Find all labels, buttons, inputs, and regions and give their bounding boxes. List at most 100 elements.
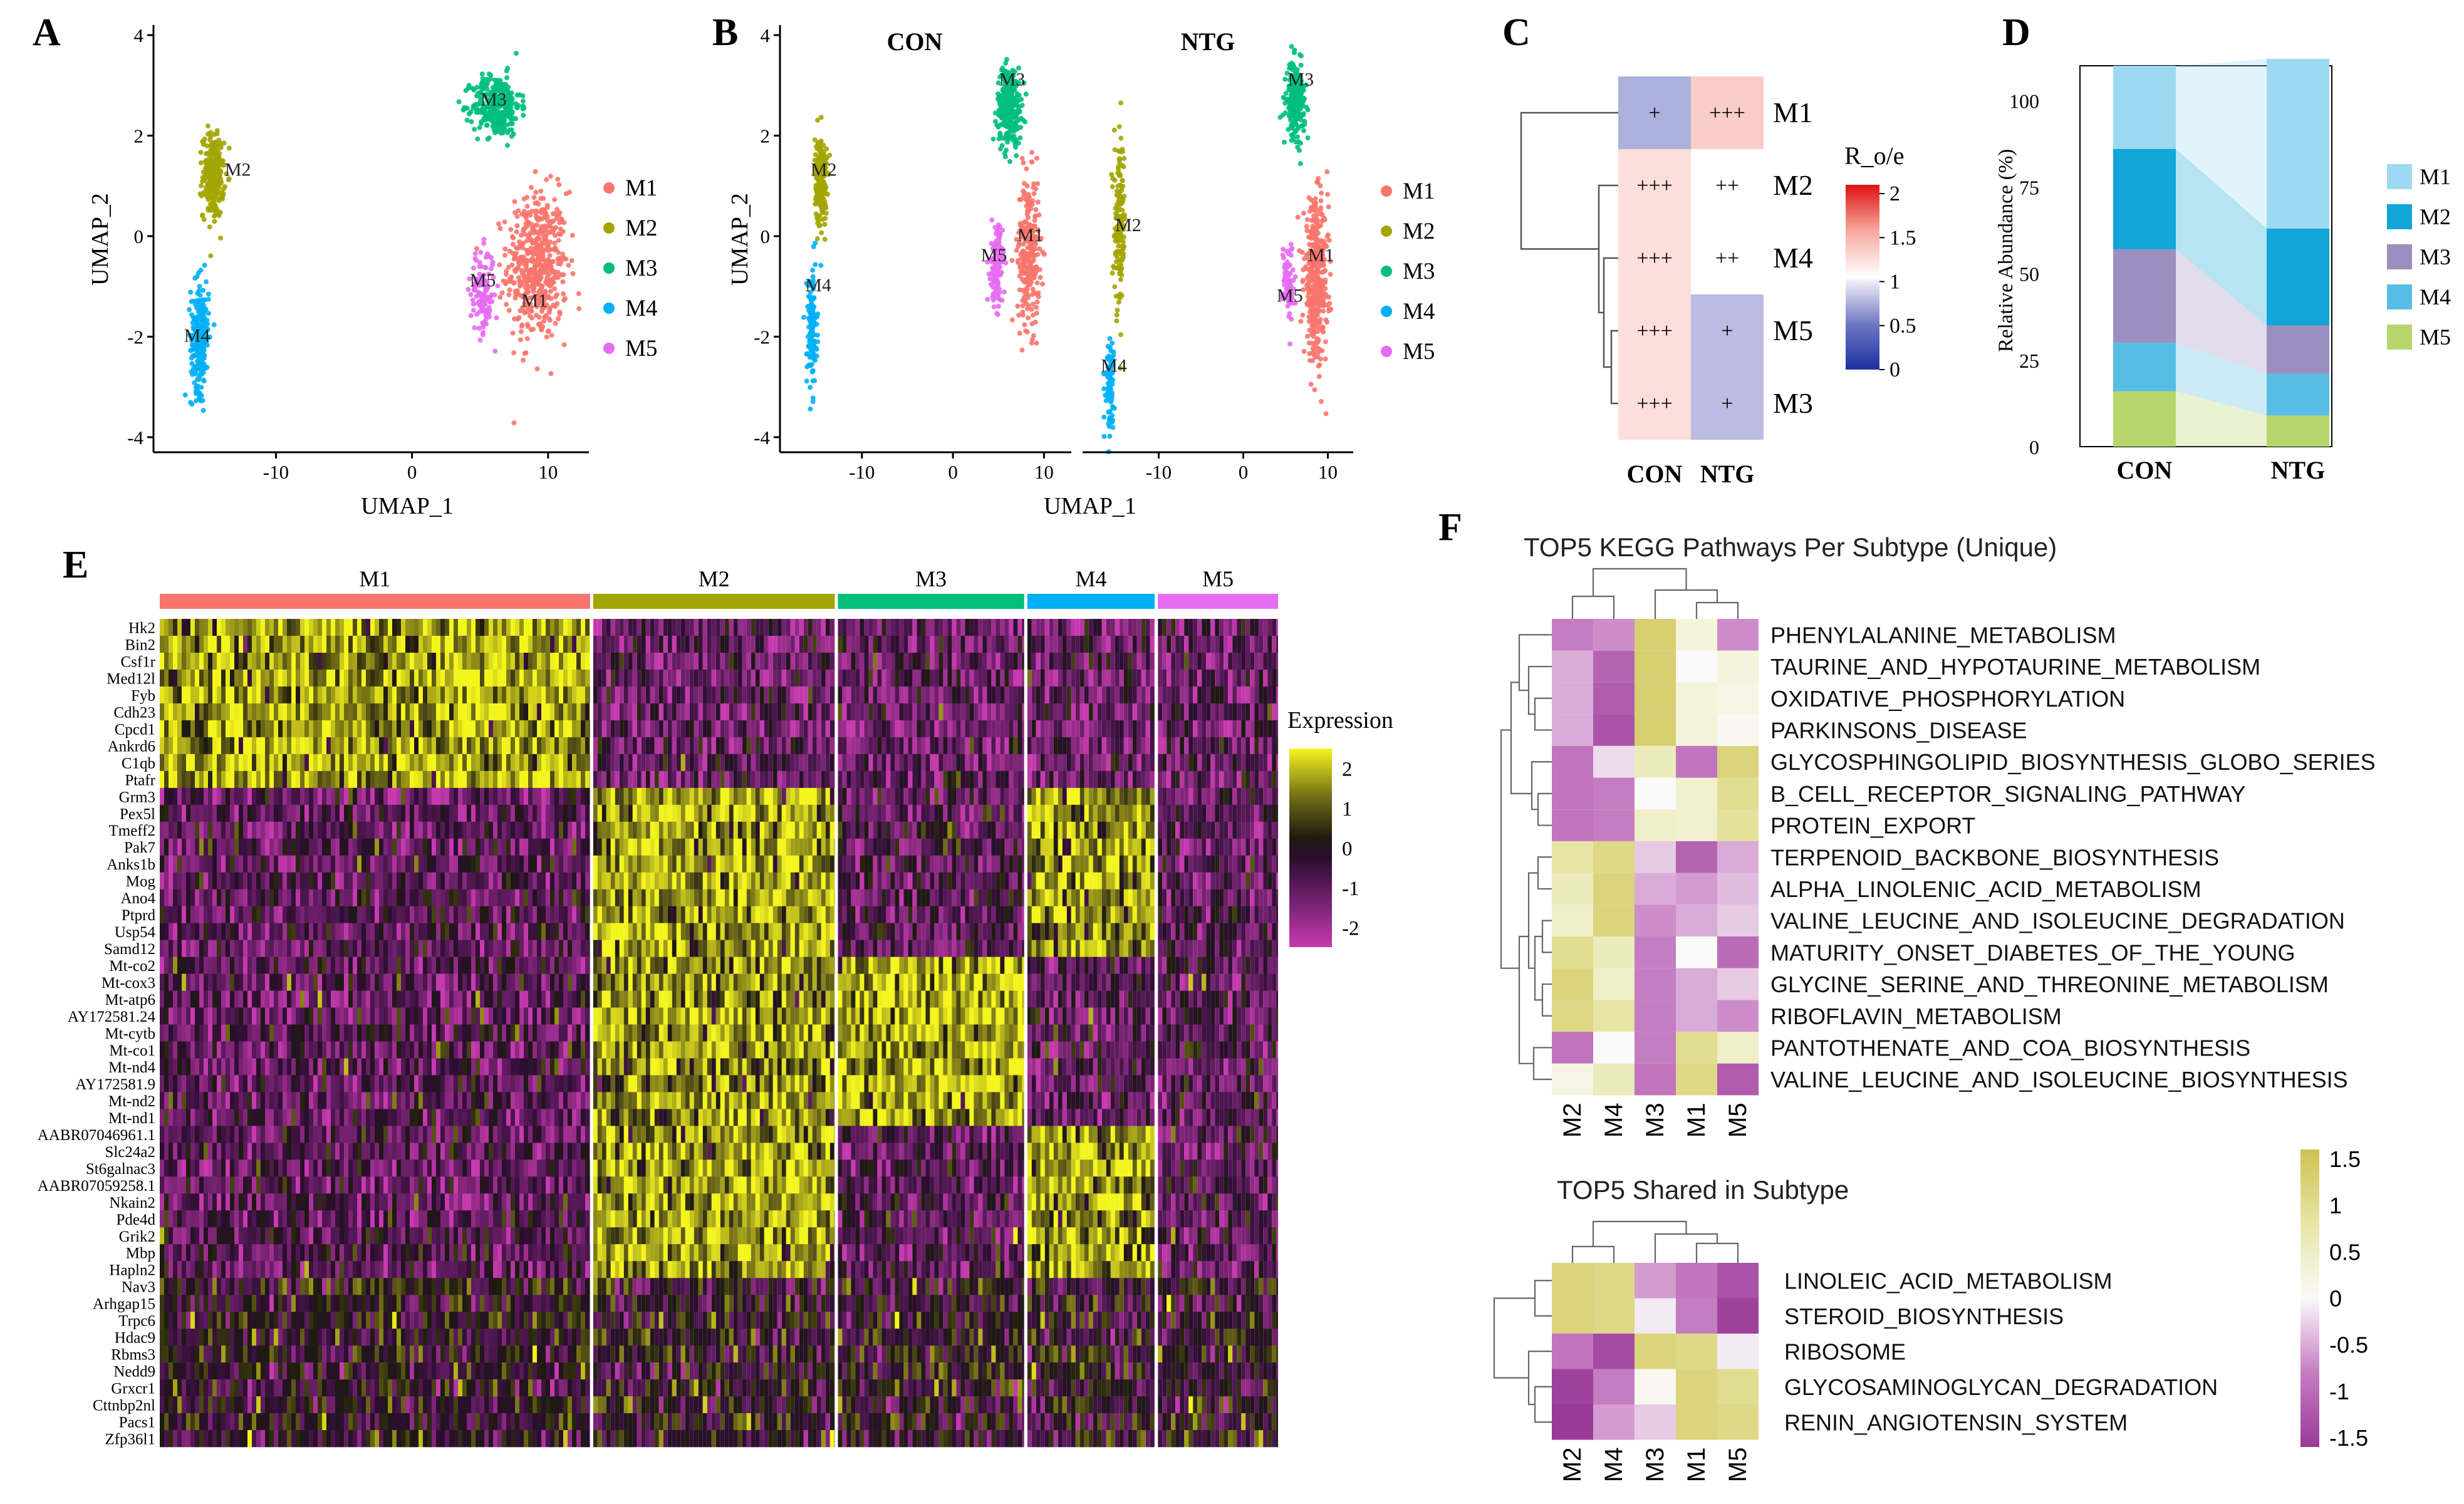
expression-cell <box>326 619 331 636</box>
expression-cell <box>755 636 760 653</box>
cell-point <box>519 267 524 273</box>
expression-cell <box>978 686 983 704</box>
cell-point <box>531 326 536 332</box>
cell-point <box>1301 210 1306 216</box>
expression-cell <box>755 669 760 687</box>
cell-point <box>1019 156 1025 161</box>
scatter-points <box>1101 44 1334 454</box>
expression-cell <box>781 669 786 687</box>
bar-segment <box>2267 373 2329 416</box>
expression-cell <box>645 686 650 704</box>
expression-cell <box>1241 619 1246 636</box>
cell-point <box>509 96 515 101</box>
cell-point <box>212 202 218 208</box>
expression-cell <box>1158 636 1163 653</box>
cell-point <box>481 237 487 242</box>
expression-cell <box>489 669 493 687</box>
expression-cell <box>938 636 943 653</box>
expression-cell <box>694 669 699 687</box>
cell-point <box>537 217 543 222</box>
expression-cell <box>707 619 712 636</box>
cell-point <box>499 290 505 296</box>
expression-cell <box>484 669 489 687</box>
expression-cell <box>221 636 226 653</box>
expression-cell <box>1237 653 1242 670</box>
expression-cell <box>1084 686 1089 704</box>
expression-cell <box>1206 636 1211 653</box>
cell-point <box>513 51 519 56</box>
expression-cell <box>199 619 204 636</box>
expression-cell <box>729 619 734 636</box>
cell-point <box>521 105 527 111</box>
expression-cell <box>877 653 882 670</box>
expression-cell <box>261 669 265 687</box>
legend-swatch <box>2387 164 2412 189</box>
expression-cell <box>1175 669 1180 687</box>
expression-cell <box>1188 619 1193 636</box>
cell-point <box>549 226 555 231</box>
expression-cell <box>772 653 777 670</box>
cell-point <box>1111 405 1117 411</box>
expression-cell <box>502 653 506 670</box>
expression-cell <box>1259 619 1264 636</box>
expression-cell <box>1009 653 1014 670</box>
expression-cell <box>1062 636 1067 653</box>
expression-cell <box>632 686 637 704</box>
cell-point <box>470 86 476 91</box>
expression-cell <box>1219 686 1224 704</box>
expression-cell <box>737 669 742 687</box>
legend-label: M4 <box>625 296 657 321</box>
cell-point <box>1305 135 1311 141</box>
cell-point <box>506 114 511 120</box>
expression-cell <box>764 619 769 636</box>
expression-cell <box>1171 619 1176 636</box>
expression-cell <box>357 653 361 670</box>
expression-cell <box>283 669 287 687</box>
expression-cell <box>541 686 546 704</box>
expression-cell <box>313 653 318 670</box>
cell-point <box>1003 60 1009 66</box>
cell-point <box>543 235 548 241</box>
expression-cell <box>851 653 856 670</box>
expression-cell <box>868 653 873 670</box>
cell-point <box>1313 344 1318 350</box>
expression-cell <box>497 669 502 687</box>
expression-cell <box>606 653 611 670</box>
expression-cell <box>672 636 677 653</box>
legend-label: M3 <box>625 256 657 281</box>
expression-cell <box>746 669 751 687</box>
expression-cell <box>755 653 760 670</box>
expression-cell <box>383 619 388 636</box>
expression-cell <box>1245 619 1250 636</box>
cell-point <box>214 169 219 175</box>
cell-point <box>484 316 489 322</box>
expression-cell <box>615 619 620 636</box>
cell-point <box>536 298 542 303</box>
expression-cell <box>864 619 869 636</box>
expression-cell <box>943 669 948 687</box>
cell-point <box>1004 113 1009 118</box>
expression-cell <box>454 686 458 704</box>
expression-cell <box>366 653 370 670</box>
expression-cell <box>467 653 471 670</box>
legend-swatch <box>603 343 615 354</box>
cell-point <box>1030 286 1036 292</box>
expression-cell <box>1123 669 1128 687</box>
expression-cell <box>177 669 182 687</box>
expression-cell <box>1075 619 1080 636</box>
expression-cell <box>685 686 690 704</box>
expression-heatmap-panel: M1 M2 M3 M4 M5Hk2Bin2Csf1rMed12lFybCdh23Cpcd… <box>38 566 1393 1448</box>
expression-cell <box>641 686 646 704</box>
expression-cell <box>645 619 650 636</box>
expression-cell <box>829 669 834 687</box>
expression-cell <box>619 619 624 636</box>
bar-segment <box>2267 58 2329 229</box>
cell-point <box>1310 296 1316 301</box>
cell-point <box>533 169 538 175</box>
expression-cell <box>169 653 173 670</box>
expression-cell <box>1272 669 1277 687</box>
expression-cell <box>291 619 296 636</box>
expression-cell <box>309 669 313 687</box>
expression-cell <box>938 686 943 704</box>
cell-point <box>1287 277 1293 283</box>
